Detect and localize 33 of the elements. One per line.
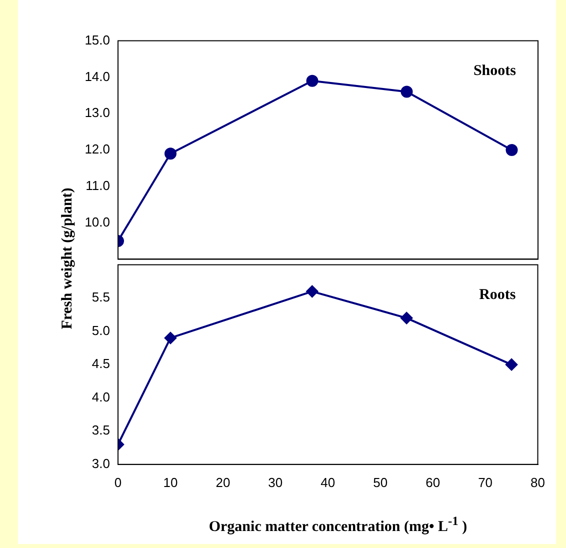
y-tick-label: 5.0: [92, 322, 110, 338]
point: [306, 74, 318, 87]
point: [506, 144, 518, 156]
y-axis-title: Fresh weight (g/plant): [60, 186, 76, 332]
x-tick-label: 40: [320, 474, 336, 490]
x-tick-label: 20: [216, 474, 230, 490]
x-tick-label: 50: [373, 474, 388, 490]
point: [400, 312, 413, 324]
y-tick-label: 5.5: [92, 290, 110, 305]
y-tick-label: 14.0: [84, 68, 110, 84]
x-axis-title: Organic matter concentration (mg• L$^{-1}$ ): [208, 514, 468, 536]
point: [506, 358, 518, 371]
point: [400, 86, 413, 98]
annotation: Roots: [479, 286, 516, 303]
y-tick-label: 13.0: [84, 105, 110, 120]
x-tick-label: 30: [268, 474, 283, 490]
y-tick-label: 15.0: [84, 32, 110, 48]
y-tick-label: 12.0: [84, 142, 110, 157]
x-tick-label: 0: [114, 474, 122, 490]
y-tick-label: 3.5: [92, 422, 110, 438]
annotation: Shoots: [473, 62, 516, 79]
x-tick-label: 60: [426, 474, 440, 490]
x-tick-label: 80: [530, 474, 546, 490]
y-tick-label: 3.0: [92, 456, 110, 471]
point: [164, 332, 176, 344]
point: [306, 285, 318, 298]
point: [164, 148, 176, 160]
y-tick-label: 11.0: [86, 178, 110, 193]
x-tick-label: 10: [163, 474, 178, 490]
y-tick-label: 4.0: [92, 389, 110, 404]
y-tick-label: 10.0: [84, 214, 110, 230]
y-tick-label: 4.5: [92, 356, 110, 372]
x-tick-label: 70: [478, 474, 493, 490]
